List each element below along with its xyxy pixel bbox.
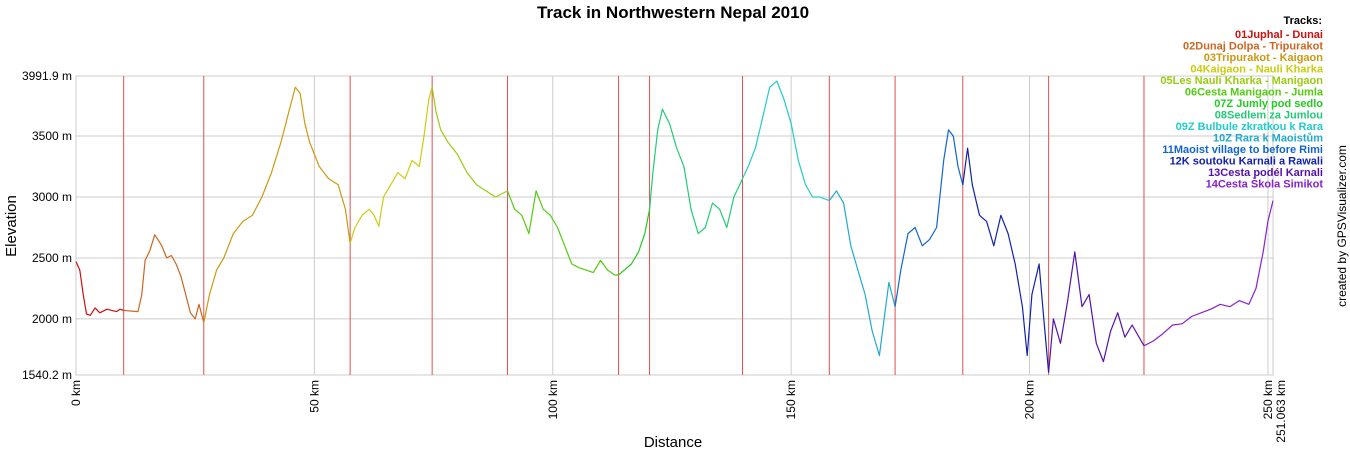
series-line: [894, 129, 964, 307]
legend-entry: 06Cesta Manigaon - Jumla: [1185, 87, 1324, 99]
segment-boundaries: [123, 76, 1145, 375]
y-axis-ticks: 1540.2 m 2000 m 2500 m 3000 m 3500 m 3991.9 m: [22, 69, 72, 382]
series-line: [75, 261, 124, 316]
x-tick-label: 100 km: [546, 380, 560, 419]
y-tick-label: 3000 m: [32, 190, 72, 204]
legend-entry: 05Les Nauli Kharka - Manigaon: [1160, 75, 1323, 87]
legend-entry: 14Cesta Škola Simikot: [1206, 178, 1324, 191]
series-line: [962, 147, 1050, 373]
series-line: [349, 87, 433, 244]
legend-entry: 02Dunaj Dolpa - Tripurakot: [1183, 41, 1323, 53]
series-line: [123, 234, 205, 323]
x-axis-ticks: 0 km 50 km 100 km 150 km 200 km 250 km 251.063…: [69, 380, 1288, 443]
series-line: [1048, 251, 1145, 373]
chart-title: Track in Northwestern Nepal 2010: [537, 3, 809, 22]
series-line: [506, 190, 619, 276]
legend-entry: 11Maoist village to before Rimi: [1162, 144, 1323, 156]
y-tick-label: 2000 m: [32, 312, 72, 326]
legend-entry: 07Z Jumly pod sedlo: [1214, 98, 1323, 110]
y-tick-label: 3500 m: [32, 129, 72, 143]
x-tick-label: 0 km: [69, 380, 83, 406]
series-line: [741, 80, 830, 202]
x-tick-label: 250 km: [1261, 380, 1275, 419]
x-axis-title: Distance: [644, 434, 702, 450]
y-axis-title: Elevation: [3, 195, 20, 257]
x-tick-label: 150 km: [784, 380, 798, 419]
grid: [75, 75, 1274, 376]
series-line: [203, 86, 351, 323]
series-line: [649, 108, 744, 235]
legend-entry: 12K soutoku Karnali a Rawali: [1170, 156, 1323, 168]
legend-entry: 04Kaigaon - Nauli Kharka: [1190, 64, 1324, 76]
legend-entry: 09Z Bulbule zkratkou k Rara: [1176, 121, 1324, 133]
y-tick-label: 2500 m: [32, 251, 72, 265]
series-line: [431, 87, 508, 198]
legend-entry: 08Sedlem za Jumlou: [1215, 110, 1323, 122]
legend-entry: 01Juphal - Dunai: [1235, 29, 1323, 41]
x-tick-label: 50 km: [307, 380, 321, 413]
y-tick-label: 3991.9 m: [22, 69, 72, 83]
credit-text: created by GPSVisualizer.com: [1335, 145, 1349, 307]
legend-entry: 13Cesta podél Karnali: [1208, 167, 1323, 179]
series-line: [618, 209, 651, 276]
x-tick-label: 200 km: [1023, 380, 1037, 419]
x-tick-label: 251.063 km: [1274, 380, 1288, 443]
legend-entry: 03Tripurakot - Kaigaon: [1204, 52, 1323, 64]
y-tick-label: 1540.2 m: [22, 368, 72, 382]
series-lines: [75, 80, 1274, 373]
series-line: [1143, 200, 1274, 347]
legend-title: Tracks:: [1283, 15, 1322, 27]
plot-frame: [75, 75, 1274, 376]
series-line: [828, 190, 896, 357]
legend-entry: 10Z Rara k Maoistům: [1213, 133, 1323, 145]
